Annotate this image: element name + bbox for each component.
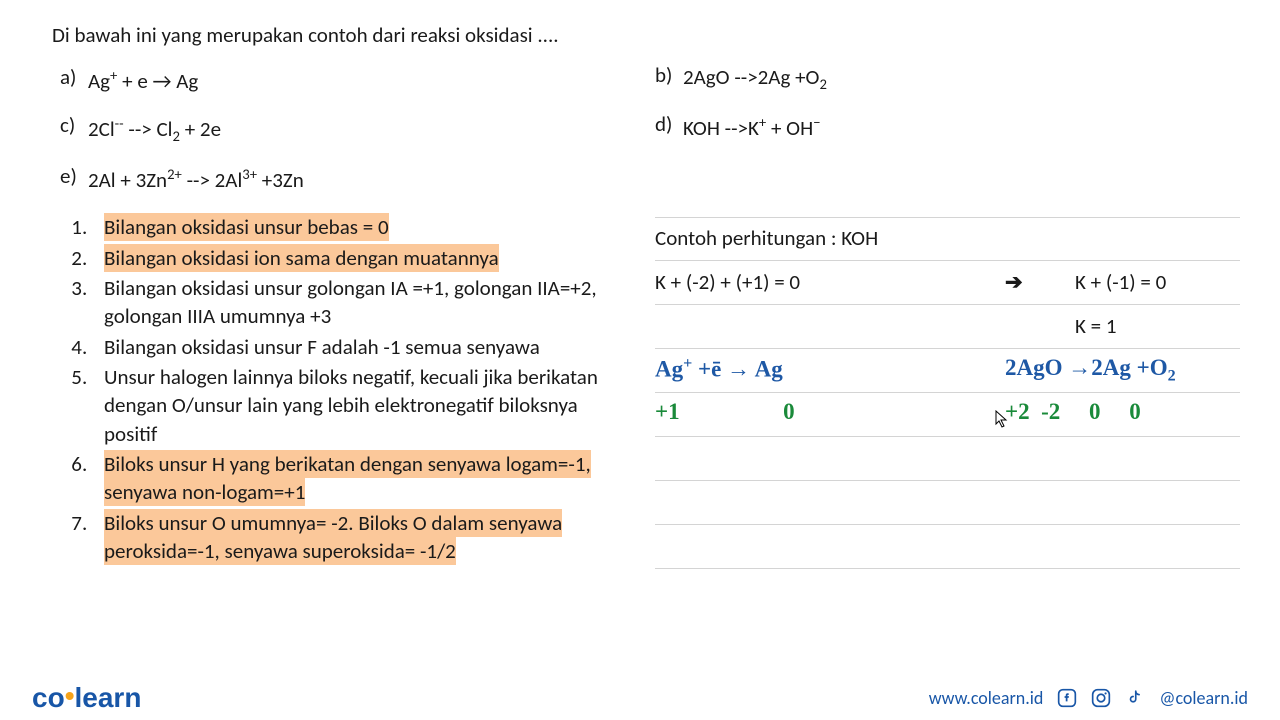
rule-item: Biloks unsur O umumnya= -2. Biloks O dal… [92, 509, 615, 566]
logo-part1: co [32, 682, 65, 713]
logo-part2: learn [75, 682, 142, 713]
rule-item: Unsur halogen lainnya biloks negatif, ke… [92, 363, 615, 448]
question-text: Di bawah ini yang merupakan contoh dari … [52, 22, 615, 48]
facebook-icon [1057, 688, 1077, 708]
option-c: c) 2Cl-- --> Cl2 + 2e [60, 114, 615, 145]
option-label: c) [60, 112, 88, 143]
rules-list: Bilangan oksidasi unsur bebas = 0 Bilanga… [60, 213, 615, 565]
rule-item: Bilangan oksidasi unsur golongan IA =+1,… [92, 274, 615, 331]
option-e: e) 2Al + 3Zn2+ --> 2Al3+ +3Zn [60, 165, 615, 193]
rule-item: Bilangan oksidasi ion sama dengan muatan… [92, 244, 615, 272]
option-label: b) [655, 62, 683, 91]
option-a: a) Ag+ + e → Ag [60, 66, 615, 94]
calc-left: K + (-2) + (+1) = 0 [655, 269, 1005, 295]
brand-logo: co•learn [32, 682, 141, 714]
option-expression: 2Al + 3Zn2+ --> 2Al3+ +3Zn [88, 165, 304, 193]
calc-result: K = 1 [1075, 313, 1240, 339]
option-expression: Ag+ + e → Ag [88, 66, 198, 94]
footer: co•learn www.colearn.id @colearn.id [0, 676, 1280, 720]
rule-item: Bilangan oksidasi unsur bebas = 0 [92, 213, 615, 241]
logo-dot-icon: • [65, 680, 75, 711]
tiktok-icon [1125, 688, 1145, 708]
rule-text: Bilangan oksidasi unsur F adalah -1 semu… [104, 334, 540, 360]
option-label: e) [60, 163, 88, 191]
option-d: d) KOH -->K+ + OH− [655, 113, 1240, 141]
option-expression: 2AgO -->2Ag +O2 [683, 64, 827, 93]
handwritten-eq1: Ag+ +ē → Ag [655, 355, 1005, 386]
handwritten-ox1: +1 0 [655, 399, 1005, 430]
option-expression: 2Cl-- --> Cl2 + 2e [88, 114, 221, 145]
rule-item: Bilangan oksidasi unsur F adalah -1 semu… [92, 333, 615, 361]
arrow-icon: ➔ [1005, 269, 1075, 295]
footer-handle: @colearn.id [1159, 687, 1248, 709]
rule-text: Biloks unsur O umumnya= -2. Biloks O dal… [104, 509, 562, 565]
rule-text: Biloks unsur H yang berikatan dengan sen… [104, 450, 591, 506]
rule-text: Bilangan oksidasi ion sama dengan muatan… [104, 244, 499, 272]
rule-text: Bilangan oksidasi unsur bebas = 0 [104, 213, 389, 241]
calculation-block: Contoh perhitungan : KOH K + (-2) + (+1)… [655, 217, 1240, 569]
footer-url: www.colearn.id [929, 687, 1044, 709]
option-label: a) [60, 64, 88, 92]
handwritten-ox2: +2 -2 0 0 [1005, 399, 1141, 430]
option-expression: KOH -->K+ + OH− [683, 113, 821, 141]
rule-text: Unsur halogen lainnya biloks negatif, ke… [104, 364, 598, 447]
rule-text: Bilangan oksidasi unsur golongan IA =+1,… [104, 275, 597, 329]
option-b: b) 2AgO -->2Ag +O2 [655, 64, 1240, 93]
calc-right: K + (-1) = 0 [1075, 269, 1240, 295]
instagram-icon [1091, 688, 1111, 708]
handwritten-eq2: 2AgO →2Ag +O2 [1005, 355, 1176, 386]
rule-item: Biloks unsur H yang berikatan dengan sen… [92, 450, 615, 507]
option-label: d) [655, 111, 683, 139]
calc-title: Contoh perhitungan : KOH [655, 225, 1005, 251]
